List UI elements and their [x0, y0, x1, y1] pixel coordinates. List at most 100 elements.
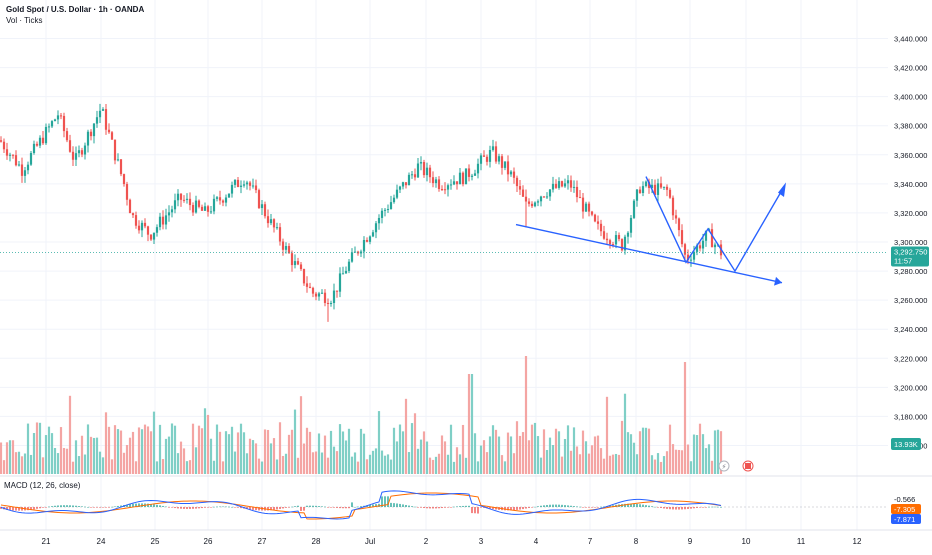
macd-histogram-bar — [174, 507, 176, 509]
macd-histogram-bar — [105, 507, 107, 508]
candle-body — [443, 189, 447, 191]
candle-body — [2, 141, 6, 150]
candle-body — [146, 226, 150, 235]
volume-bar — [590, 445, 594, 474]
candle-body — [284, 246, 288, 250]
candle-body — [116, 159, 120, 161]
volume-bar — [407, 452, 411, 474]
macd-value-tag — [891, 504, 921, 514]
macd-histogram-bar — [564, 505, 566, 507]
y-tick-label: 3,300.000 — [894, 238, 927, 247]
volume-bar — [452, 461, 456, 474]
volume-bar — [554, 428, 558, 474]
volume-bar — [443, 441, 447, 474]
volume-bar — [512, 453, 516, 474]
macd-histogram-bar — [225, 506, 227, 508]
volume-bar — [80, 435, 84, 474]
macd-histogram-bar — [645, 505, 647, 507]
macd-histogram-bar — [36, 507, 38, 509]
volume-bar — [488, 436, 492, 474]
macd-histogram-bar — [99, 507, 101, 508]
macd-histogram-bar — [369, 504, 371, 507]
macd-histogram-bar — [42, 507, 44, 508]
volume-bar — [326, 457, 330, 474]
macd-histogram-bar — [396, 503, 398, 507]
volume-bar — [680, 450, 684, 474]
volume-bar — [533, 422, 537, 474]
candle-body — [503, 161, 507, 168]
candle-body — [350, 252, 354, 262]
volume-bar — [212, 460, 216, 474]
macd-histogram-bar — [441, 507, 443, 509]
volume-bar — [356, 461, 360, 474]
candle-body — [296, 261, 300, 265]
candle-body — [500, 156, 504, 168]
macd-histogram-bar — [654, 506, 656, 508]
volume-bar — [170, 423, 174, 474]
macd-histogram-bar — [276, 507, 278, 510]
candle-body — [575, 186, 579, 198]
macd-histogram-bar — [168, 507, 170, 508]
candle-body — [149, 234, 153, 240]
volume-bar — [65, 448, 69, 474]
macd-histogram-bar — [120, 505, 122, 507]
volume-bar — [386, 454, 390, 474]
candle-body — [389, 202, 393, 209]
volume-bar — [392, 427, 396, 474]
macd-histogram-bar — [114, 506, 116, 508]
candle-body — [455, 181, 459, 185]
volume-bar — [116, 429, 120, 474]
x-tick-label: 10 — [742, 537, 751, 546]
macd-histogram-bar — [267, 507, 269, 511]
volume-bar — [500, 455, 504, 474]
macd-histogram-bar — [399, 503, 401, 507]
candle-body — [101, 109, 105, 111]
candle-body — [200, 206, 204, 211]
macd-histogram-bar — [234, 507, 236, 508]
macd-histogram-bar — [207, 507, 209, 508]
macd-line — [0, 490, 722, 520]
candle-body — [50, 121, 54, 127]
volume-bar — [164, 438, 168, 474]
macd-histogram-bar — [270, 507, 272, 511]
macd-histogram-bar — [309, 505, 311, 507]
candle-body — [215, 197, 219, 199]
macd-histogram-bar — [48, 506, 50, 508]
candle-body — [29, 153, 33, 165]
candle-body — [656, 183, 660, 195]
macd-histogram-bar — [522, 507, 524, 510]
volume-bar — [404, 398, 408, 474]
macd-histogram-bar — [90, 507, 92, 508]
y-tick-label: 3,360.000 — [894, 151, 927, 160]
macd-histogram-bar — [429, 507, 431, 509]
candle-body — [590, 211, 594, 215]
macd-histogram-bar — [342, 507, 344, 509]
candle-body — [629, 217, 633, 233]
candle-body — [86, 131, 90, 146]
volume-bar — [626, 432, 630, 474]
volume-bar — [692, 434, 696, 474]
volume-bar — [284, 453, 288, 474]
candle-body — [119, 159, 123, 175]
macd-histogram-bar — [93, 507, 95, 508]
drawings[interactable] — [515, 176, 786, 286]
macd-pane — [0, 490, 888, 520]
macd-histogram-bar — [624, 503, 626, 507]
y-tick-label: 3,420.000 — [894, 64, 927, 73]
candle-body — [209, 211, 213, 213]
volume-bar — [713, 430, 717, 474]
macd-histogram-bar — [285, 507, 287, 508]
volume-bar — [209, 438, 213, 474]
candle-body — [77, 150, 81, 154]
flash-icon — [718, 460, 730, 472]
volume-bar — [68, 395, 72, 474]
candle-body — [551, 183, 555, 190]
macd-histogram-bar — [333, 507, 335, 508]
macd-histogram-bar — [0, 507, 2, 509]
candle-body — [176, 193, 180, 201]
macd-histogram-bar — [561, 504, 563, 507]
candle-body — [251, 185, 255, 187]
macd-histogram-bar — [411, 506, 413, 507]
